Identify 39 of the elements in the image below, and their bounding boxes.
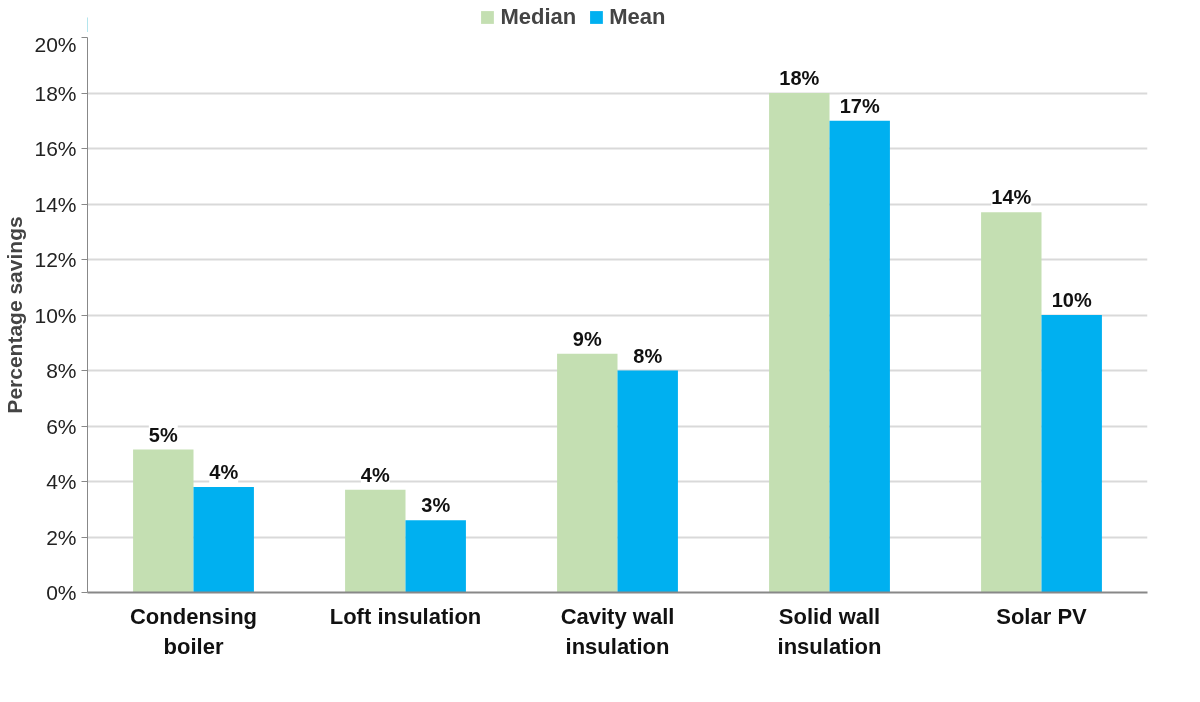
y-tick-label: 12% <box>34 248 77 271</box>
data-label: 4% <box>209 461 239 484</box>
data-label: 4% <box>360 463 390 486</box>
bar <box>617 370 678 593</box>
legend-label: Median <box>500 4 577 30</box>
y-tick-label: 6% <box>46 414 77 438</box>
data-label: 14% <box>991 186 1032 209</box>
y-tick-label: 4% <box>46 470 77 493</box>
y-tick-label: 8% <box>46 359 77 382</box>
data-label: 3% <box>421 494 451 517</box>
x-tick-label: Cavity wall insulation <box>560 603 675 659</box>
bar <box>405 520 466 593</box>
data-label: 17% <box>839 94 880 117</box>
y-tick-label: 10% <box>34 303 77 327</box>
x-tick-label: Condensing boiler <box>129 603 258 659</box>
data-label: 18% <box>779 67 820 89</box>
y-tick-label: 20% <box>34 32 77 56</box>
bar <box>193 487 254 593</box>
x-tick-label: Solar PV <box>996 603 1088 629</box>
data-label: 8% <box>633 344 663 367</box>
bar <box>769 93 830 593</box>
data-label: 5% <box>148 423 178 446</box>
x-tick-label: Solid wall insulation <box>777 603 882 659</box>
data-label: 9% <box>572 327 602 350</box>
y-axis-title: Percentage savings <box>3 216 27 414</box>
y-tick-label: 2% <box>46 525 77 549</box>
bar <box>981 212 1042 593</box>
bar <box>345 489 406 593</box>
bar <box>133 449 194 593</box>
bar <box>1041 315 1102 593</box>
x-tick-label: Loft insulation <box>329 603 482 629</box>
bar <box>557 353 618 593</box>
legend-label: Mean <box>609 4 666 30</box>
bar <box>829 120 890 593</box>
y-tick-label: 16% <box>34 137 77 160</box>
y-tick-label: 18% <box>34 81 77 105</box>
y-tick-label: 0% <box>46 581 77 604</box>
data-label: 10% <box>1051 289 1092 311</box>
y-tick-label: 14% <box>34 192 77 216</box>
